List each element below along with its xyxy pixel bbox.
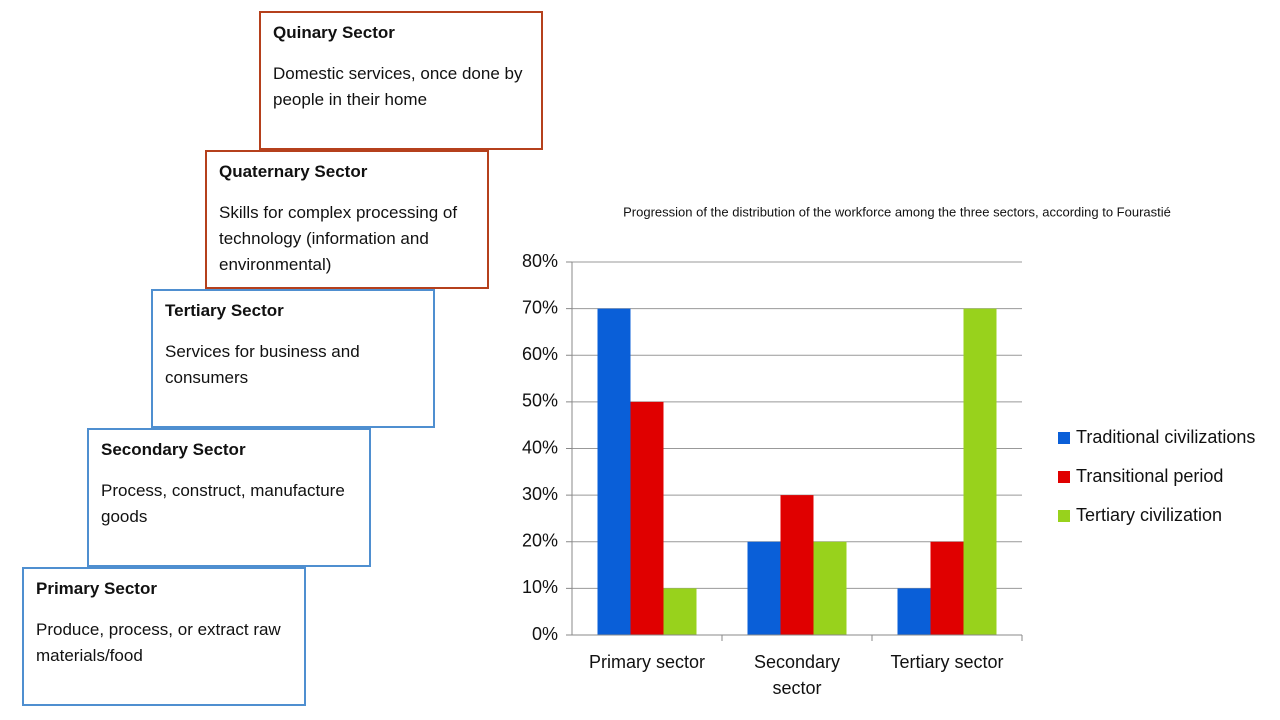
y-tick-label: 70% (522, 297, 558, 317)
bar (663, 588, 697, 635)
legend-label: Traditional civilizations (1076, 427, 1256, 447)
y-tick-label: 40% (522, 437, 558, 457)
quaternary-box: Quaternary Sector Skills for complex proc… (205, 150, 489, 289)
box-description: Process, construct, manufacture goods (101, 481, 345, 526)
bar (630, 401, 664, 635)
y-tick-label: 50% (522, 391, 558, 411)
tertiary-box: Tertiary Sector Services for business and… (151, 289, 435, 428)
box-title: Primary Sector (36, 579, 157, 598)
bar (747, 541, 781, 635)
bar (930, 541, 964, 635)
y-tick-label: 10% (522, 577, 558, 597)
box-description: Domestic services, once done by people i… (273, 64, 523, 109)
bar (780, 495, 814, 635)
legend-swatch (1058, 510, 1070, 522)
quinary-box: Quinary Sector Domestic services, once do… (259, 11, 543, 150)
box-description: Produce, process, or extract raw materia… (36, 620, 281, 665)
y-tick-label: 0% (532, 624, 558, 644)
box-title: Quinary Sector (273, 23, 395, 42)
box-title: Quaternary Sector (219, 162, 368, 181)
y-tick-label: 20% (522, 531, 558, 551)
x-tick-label: Secondary sector (753, 652, 841, 698)
y-tick-label: 60% (522, 344, 558, 364)
x-tick-label: Tertiary sector (890, 652, 1004, 672)
legend-swatch (1058, 432, 1070, 444)
box-title: Secondary Sector (101, 440, 246, 459)
legend-label: Transitional period (1076, 466, 1224, 486)
legend-swatch (1058, 471, 1070, 483)
legend-label: Tertiary civilization (1076, 505, 1223, 525)
secondary-box: Secondary Sector Process, construct, manu… (87, 428, 371, 567)
box-description: Skills for complex processing of technol… (219, 203, 458, 274)
bar (963, 308, 997, 635)
primary-box: Primary Sector Produce, process, or extra… (22, 567, 306, 706)
box-title: Tertiary Sector (165, 301, 284, 320)
chart-title: Progression of the distribution of the w… (623, 204, 1171, 219)
box-description: Services for business and consumers (165, 342, 360, 387)
bar (897, 588, 931, 635)
bar (597, 308, 631, 635)
y-tick-label: 30% (522, 484, 558, 504)
y-tick-label: 80% (522, 251, 558, 271)
bar (813, 541, 847, 635)
x-tick-label: Primary sector (588, 652, 705, 672)
